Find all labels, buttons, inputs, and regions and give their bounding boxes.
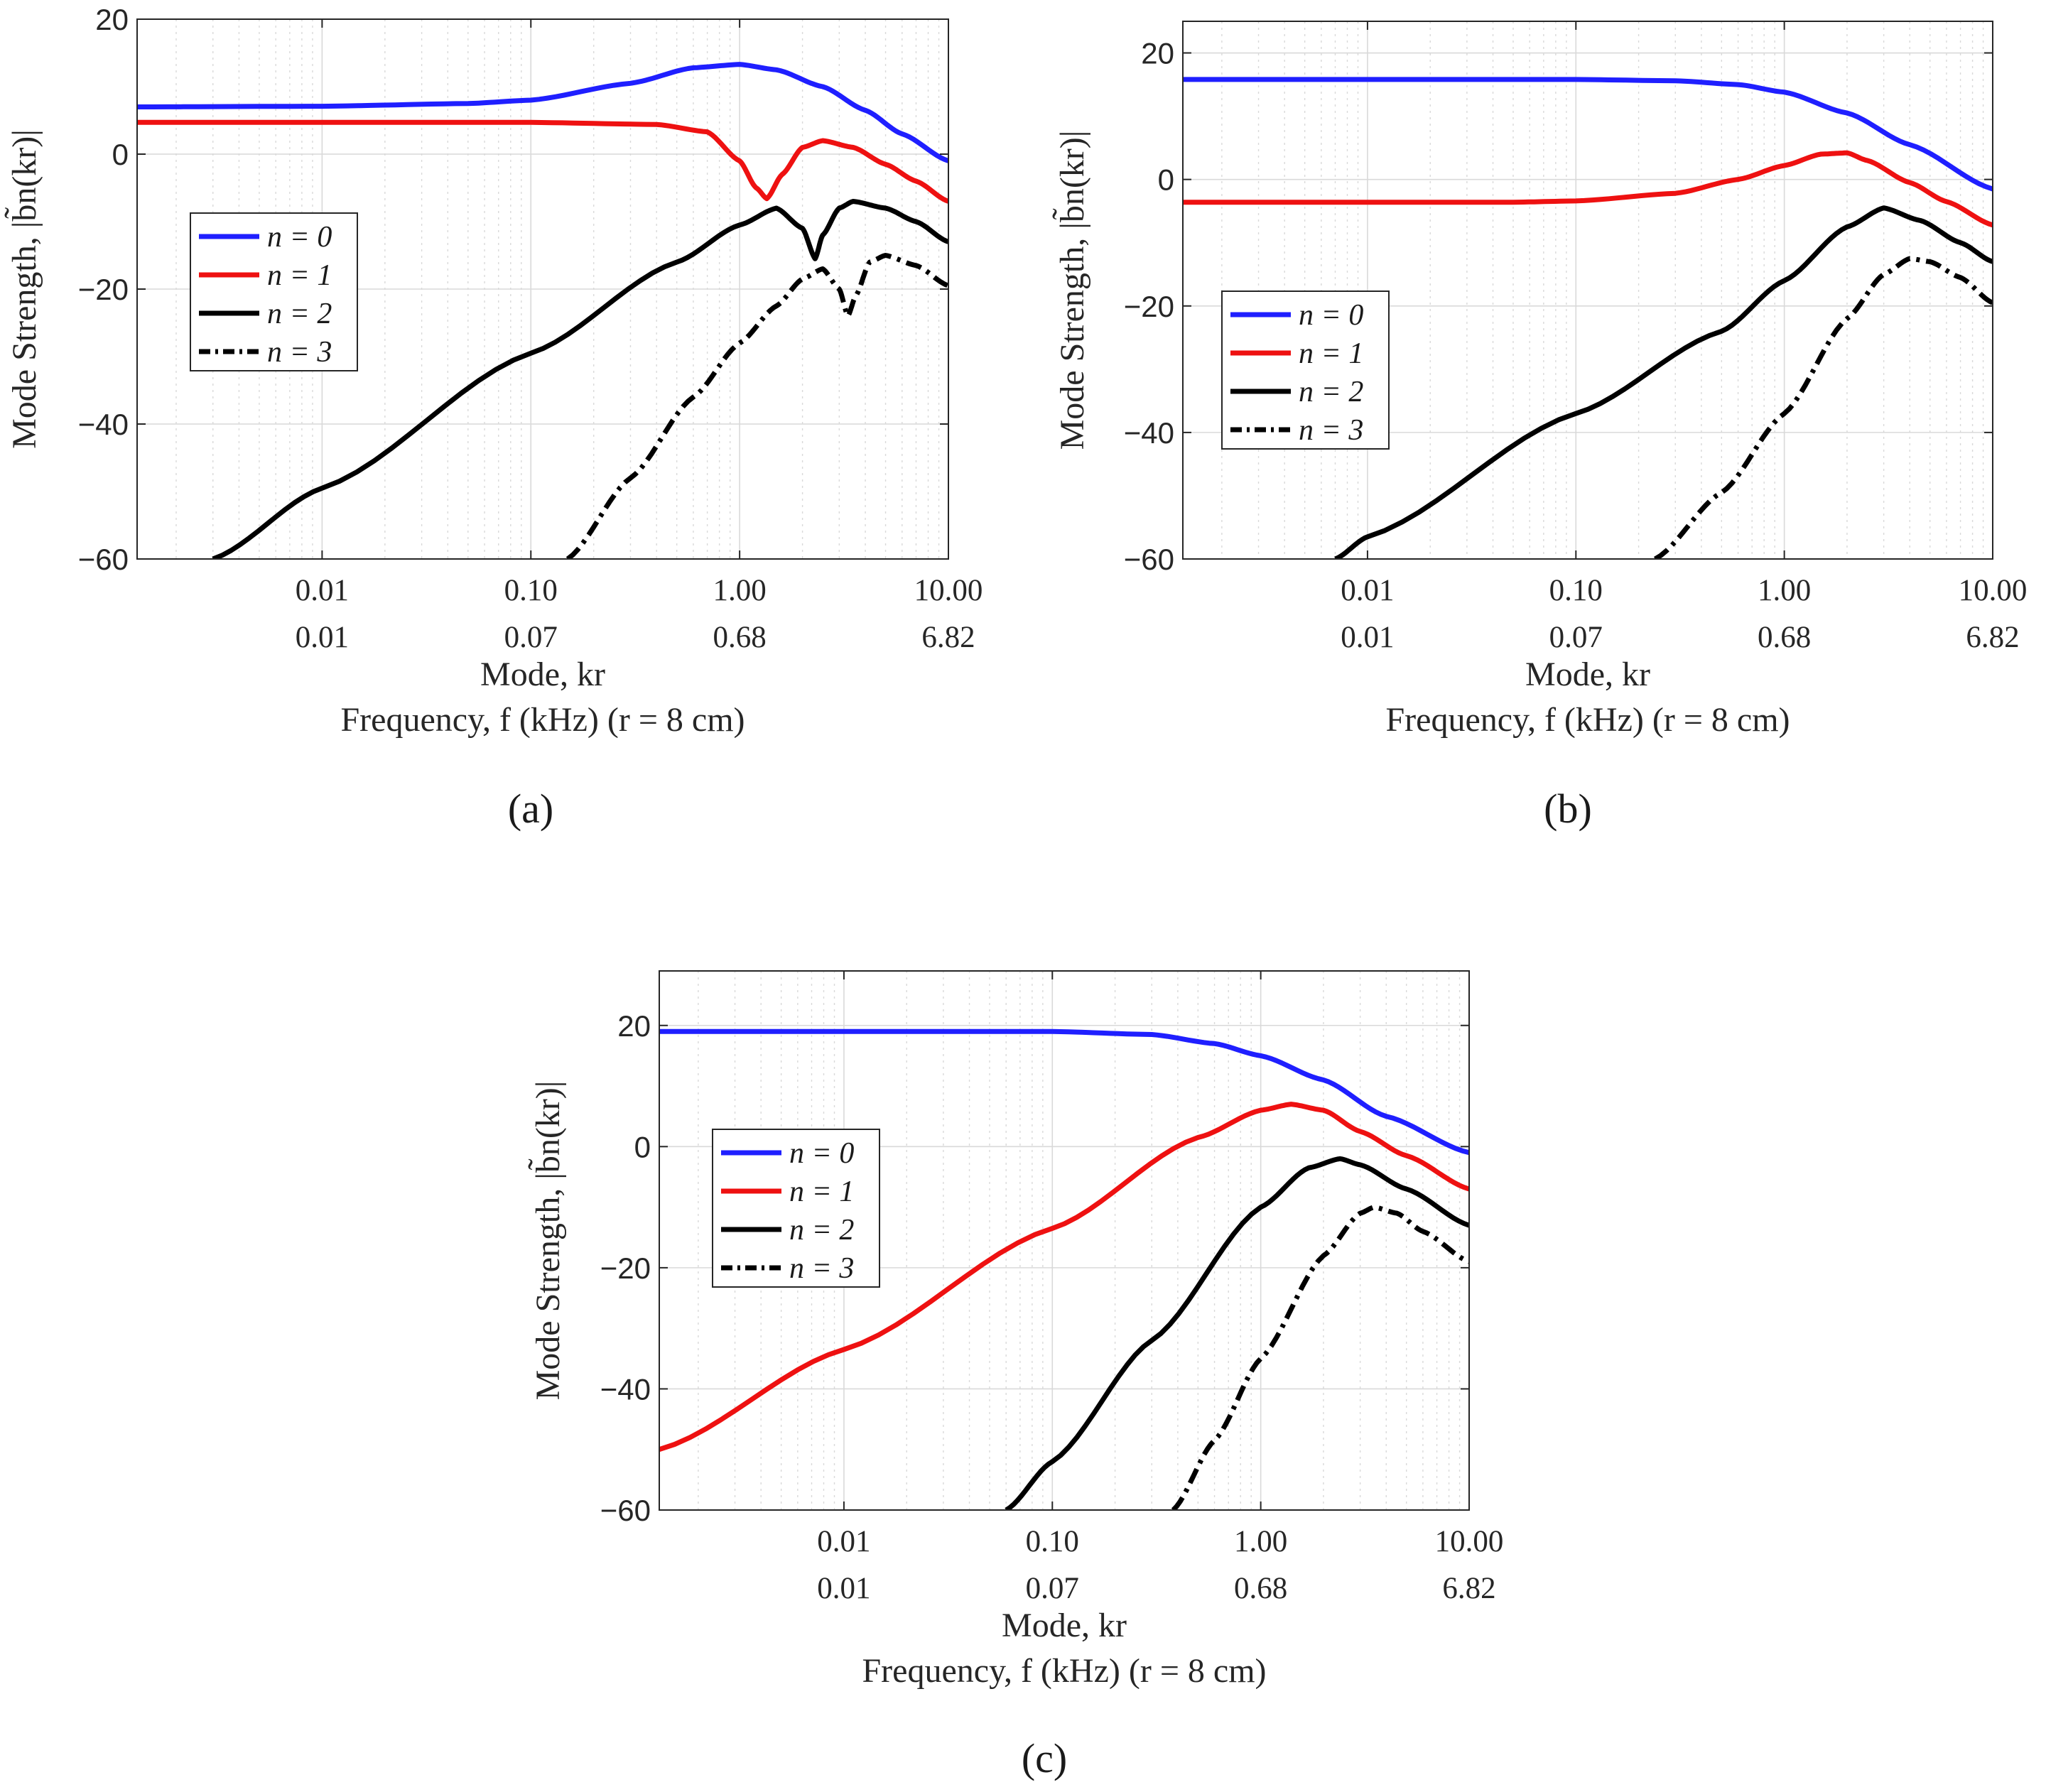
legend-label-n2: n = 2 (1299, 376, 1363, 408)
x-tick-label-freq: 6.82 (1442, 1572, 1495, 1605)
panel-caption: (a) (508, 786, 553, 832)
x-tick-label-freq: 0.07 (504, 621, 558, 654)
axes-frame (659, 970, 1470, 1511)
y-tick-label: −40 (1124, 416, 1174, 450)
x-axis-label-frequency: Frequency, f (kHz) (r = 8 cm) (862, 1652, 1266, 1690)
legend-label-n3: n = 3 (267, 336, 332, 369)
legend: n = 0 n = 1 n = 2 n = 3 (712, 1129, 880, 1288)
legend-label-n1: n = 1 (789, 1175, 854, 1208)
series-line-n3 (1171, 1205, 1469, 1510)
y-tick-label: 20 (617, 1009, 651, 1043)
x-tick-label-freq: 0.07 (1026, 1572, 1079, 1605)
x-tick-label-kr: 0.10 (504, 574, 558, 607)
y-tick-label: −40 (600, 1372, 651, 1406)
panel-a: −60 −40 −20 0 20 0.01 0.01 0.10 0.07 1.00 0.68 10.0… (4, 3, 983, 832)
y-axis-label: Mode Strength, |b̃n(kr)| (4, 129, 43, 449)
axes-frame (1182, 21, 1993, 560)
legend-label-n0: n = 0 (789, 1137, 854, 1170)
x-tick-label-freq: 0.07 (1549, 621, 1603, 654)
panel-c: −60 −40 −20 0 20 0.01 0.01 0.10 0.07 1.00 0.68 10.0… (528, 970, 1504, 1781)
x-axis-label-mode: Mode, kr (1002, 1607, 1127, 1644)
panel-caption: (b) (1544, 786, 1592, 832)
y-axis-label: Mode Strength, |b̃n(kr)| (528, 1081, 567, 1401)
x-tick-label-freq: 0.01 (296, 621, 349, 654)
y-axis-label: Mode Strength, |b̃n(kr)| (1052, 131, 1091, 450)
x-axis-label-frequency: Frequency, f (kHz) (r = 8 cm) (1385, 701, 1790, 739)
legend-label-n2: n = 2 (267, 298, 332, 330)
series-line-n2 (212, 199, 948, 559)
legend-label-n0: n = 0 (1299, 299, 1363, 332)
x-tick-label-kr: 10.00 (1435, 1525, 1504, 1558)
y-tick-label: 20 (95, 3, 129, 36)
legend-box (190, 212, 358, 371)
legend-label-n2: n = 2 (789, 1214, 854, 1247)
series-line-n1 (1183, 150, 1993, 228)
x-tick-label-kr: 0.01 (296, 574, 349, 607)
x-axis-label-mode: Mode, kr (1525, 656, 1650, 693)
series-group (659, 1028, 1469, 1510)
y-tick-label: −20 (600, 1251, 651, 1285)
legend-box (1221, 290, 1390, 450)
x-tick-label-kr: 10.00 (914, 574, 983, 607)
y-tick-label: −40 (78, 408, 129, 441)
x-tick-label-kr: 1.00 (1758, 574, 1811, 607)
series-line-n0 (659, 1028, 1469, 1156)
series-line-n2 (1005, 1156, 1469, 1510)
x-tick-label-freq: 0.68 (1758, 621, 1811, 654)
series-line-n0 (1183, 77, 1993, 192)
grid (1183, 21, 1993, 560)
series-line-n0 (137, 62, 948, 163)
legend-label-n3: n = 3 (789, 1252, 854, 1285)
legend: n = 0 n = 1 n = 2 n = 3 (1221, 290, 1390, 450)
x-tick-label-freq: 0.68 (713, 621, 767, 654)
x-tick-label-freq: 0.01 (817, 1572, 870, 1605)
series-line-n2 (1334, 205, 1993, 559)
x-tick-label-kr: 1.00 (1234, 1525, 1287, 1558)
y-tick-label: −60 (600, 1494, 651, 1527)
x-tick-label-freq: 0.01 (1341, 621, 1394, 654)
y-tick-label: −20 (1124, 290, 1174, 323)
y-tick-label: 20 (1141, 37, 1174, 70)
x-tick-label-kr: 0.01 (1341, 574, 1394, 607)
y-tick-label: −20 (78, 273, 129, 306)
legend-label-n1: n = 1 (267, 259, 332, 292)
x-tick-label-kr: 0.01 (817, 1525, 870, 1558)
series-line-n3 (565, 253, 948, 559)
legend-label-n0: n = 0 (267, 221, 332, 254)
series-line-n3 (1653, 256, 1993, 559)
legend-label-n3: n = 3 (1299, 414, 1363, 447)
y-tick-label: 0 (1158, 163, 1174, 197)
y-tick-label: 0 (634, 1130, 651, 1163)
x-tick-label-freq: 6.82 (921, 621, 975, 654)
series-group (1183, 77, 1993, 559)
legend: n = 0 n = 1 n = 2 n = 3 (190, 212, 358, 371)
legend-label-n1: n = 1 (1299, 337, 1363, 370)
x-tick-label-kr: 0.10 (1549, 574, 1603, 607)
x-tick-label-kr: 10.00 (1959, 574, 2028, 607)
x-tick-label-freq: 0.68 (1234, 1572, 1287, 1605)
legend-box (712, 1129, 880, 1288)
y-tick-label: −60 (1124, 543, 1174, 576)
panel-b: −60 −40 −20 0 20 0.01 0.01 0.10 0.07 1.00 0.68 10.0… (1052, 21, 2028, 832)
x-tick-label-kr: 0.10 (1026, 1525, 1079, 1558)
x-tick-label-freq: 6.82 (1966, 621, 2019, 654)
series-group (137, 62, 948, 559)
x-axis-label-mode: Mode, kr (480, 656, 605, 693)
y-tick-label: 0 (112, 138, 129, 171)
series-line-n1 (659, 1102, 1469, 1452)
series-line-n1 (137, 119, 948, 204)
y-tick-label: −60 (78, 543, 129, 576)
x-tick-label-kr: 1.00 (713, 574, 767, 607)
x-axis-label-frequency: Frequency, f (kHz) (r = 8 cm) (340, 701, 745, 739)
panel-caption: (c) (1022, 1735, 1067, 1781)
